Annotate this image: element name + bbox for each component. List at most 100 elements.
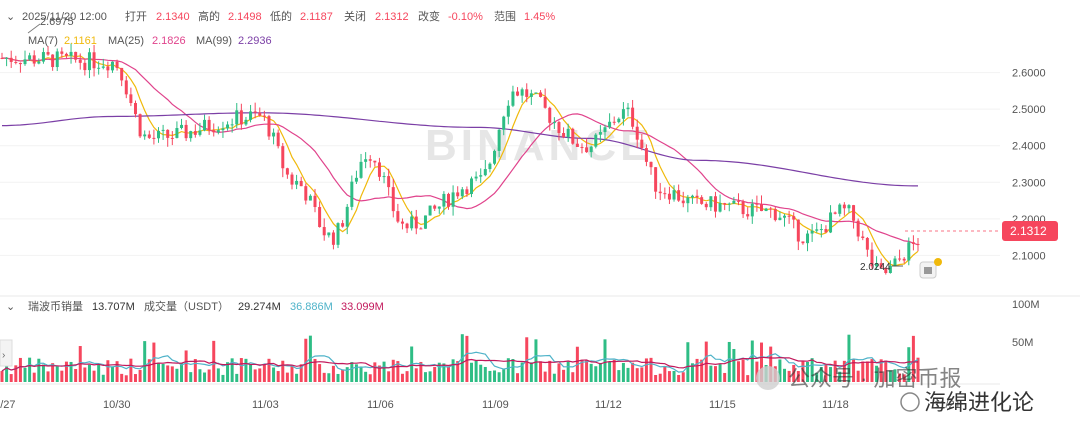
candle-body — [207, 119, 211, 131]
info-range-label: 范围 — [494, 9, 516, 23]
candle-body — [529, 93, 533, 97]
candle-body — [888, 265, 892, 274]
candle-body — [861, 236, 865, 238]
expand-handle[interactable]: › — [0, 339, 13, 367]
volume-bar — [180, 363, 184, 382]
volume-bar — [299, 364, 303, 382]
volume-bar — [354, 364, 358, 382]
candle-body — [470, 178, 474, 194]
candle-body — [456, 192, 460, 197]
info-high-label: 高的 — [198, 9, 220, 23]
candle-body — [833, 212, 837, 214]
candle-body — [723, 203, 727, 205]
volume-bar — [437, 362, 441, 382]
volume-bar — [28, 357, 32, 382]
volume-bar — [350, 362, 354, 382]
candle-body — [433, 205, 437, 209]
ma25-label[interactable]: MA(25) — [108, 35, 144, 47]
volume-bar — [589, 363, 593, 382]
volume-bar — [543, 371, 547, 382]
candle-body — [773, 209, 777, 221]
candle-body — [331, 232, 335, 245]
volume-bar — [64, 361, 68, 382]
candle-body — [764, 208, 768, 212]
volume-bar — [345, 367, 349, 382]
candle-body — [686, 197, 690, 204]
candle-body — [608, 121, 612, 128]
volume-bar — [129, 358, 133, 382]
date-tick-label: 11/06 — [367, 399, 394, 411]
volume-bar — [387, 371, 391, 382]
volume-bar — [221, 374, 225, 382]
volume-bar — [640, 367, 644, 382]
volume-bar — [184, 350, 188, 382]
volume-bar — [244, 358, 248, 382]
volume-bar — [603, 339, 607, 382]
volume-bar — [382, 361, 386, 382]
volume-bar — [810, 358, 814, 382]
candle-body — [226, 124, 230, 129]
volume-collapse-icon[interactable]: ⌄ — [6, 301, 15, 313]
volume-bar — [829, 367, 833, 382]
volume-bar — [585, 360, 589, 382]
volume-bar — [631, 362, 635, 382]
candle-body — [520, 89, 524, 96]
candle-body — [410, 216, 414, 229]
info-low-value: 2.1187 — [300, 11, 333, 23]
candle-body — [585, 147, 589, 153]
volume-bar — [318, 364, 322, 382]
volume-bar — [423, 372, 427, 382]
volume-bar — [736, 361, 740, 382]
candle-body — [166, 129, 170, 138]
volume-bar — [37, 358, 41, 382]
candle-body — [318, 207, 322, 228]
volume-bar — [681, 372, 685, 382]
collapse-chevron-icon[interactable]: ⌄ — [6, 11, 15, 23]
ohlc-info-row: ⌄ 2025/11/20 12:00 打开 2.1340 高的 2.1498 低… — [6, 9, 555, 23]
candle-body — [502, 116, 506, 130]
price-tick-label: 2.1000 — [1012, 250, 1046, 262]
volume-bar — [856, 370, 860, 382]
candle-body — [32, 55, 36, 64]
volume-bar — [74, 368, 78, 382]
candle-body — [359, 161, 363, 178]
volume-bar — [267, 358, 271, 382]
price-tick-label: 2.4000 — [1012, 141, 1046, 153]
candle-body — [423, 215, 427, 229]
candle-body — [566, 128, 570, 138]
candle-body — [437, 206, 441, 209]
volume-bar — [32, 372, 36, 382]
volume-bar — [272, 367, 276, 382]
volume-bar — [746, 375, 750, 382]
volume-ma1-value: 36.886M — [290, 301, 333, 313]
candle-body — [262, 115, 266, 117]
candle-body — [884, 267, 888, 274]
candle-body — [654, 167, 658, 192]
volume-bar — [373, 362, 377, 382]
volume-bar — [865, 361, 869, 382]
volume-bar — [0, 371, 4, 382]
volume-bar — [516, 373, 520, 382]
wechat-line1: 公众号 · 加密币报 — [788, 366, 962, 391]
ma25-value: 2.1826 — [152, 35, 186, 47]
candle-body — [667, 193, 671, 200]
volume-bar — [534, 339, 538, 382]
bell-alert-icon[interactable] — [919, 258, 942, 279]
candle-body — [41, 52, 45, 62]
volume-bar — [488, 370, 492, 382]
candle-body — [736, 200, 740, 202]
candle-body — [548, 107, 552, 123]
volume-bar — [861, 361, 865, 382]
candle-body — [838, 204, 842, 214]
volume-bar — [879, 359, 883, 382]
ma7-label[interactable]: MA(7) — [28, 35, 58, 47]
candle-body — [898, 258, 902, 260]
ma99-label[interactable]: MA(99) — [196, 35, 232, 47]
volume-bar — [911, 335, 915, 382]
info-low-label: 低的 — [270, 9, 292, 23]
date-tick-label: 11/18 — [822, 399, 849, 411]
volume-ma-lines — [1, 351, 919, 373]
candlesticks — [0, 43, 920, 275]
